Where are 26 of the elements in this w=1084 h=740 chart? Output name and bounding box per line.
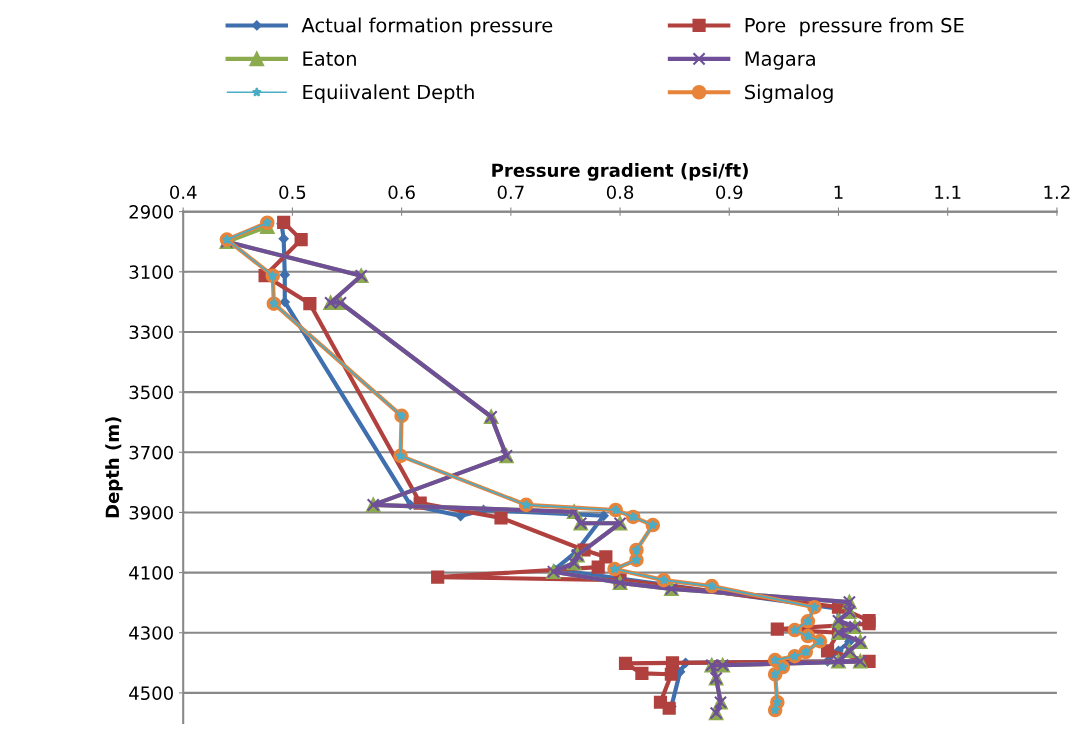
x-tick-label: 1.1: [935, 185, 961, 199]
x-tick-label: 0.5: [279, 185, 306, 200]
x-tick-label: 1.2: [1044, 185, 1070, 199]
y-tick-label: 3900: [129, 505, 173, 520]
x-tick-label: 0.7: [497, 185, 524, 200]
y-axis-title: Depth (m): [105, 417, 123, 518]
legend-label: Sigmalog: [745, 84, 833, 104]
y-tick-label: 4300: [129, 626, 173, 640]
x-tick-label: 0.9: [716, 185, 743, 200]
legend-label: Eaton: [303, 51, 356, 66]
y-tick-label: 3700: [129, 445, 173, 460]
y-tick-label: 2900: [129, 205, 173, 219]
legend-label: Actual formation pressure: [301, 17, 553, 37]
legend-label: Equiivalent Depth: [303, 84, 474, 104]
y-tick-label: 3500: [129, 385, 173, 400]
legend-label: Magara: [745, 51, 815, 70]
y-tick-label: 3300: [129, 325, 173, 340]
legend-label: Pore pressure from SE: [745, 17, 964, 37]
x-axis-title: Pressure gradient (psi/ft): [492, 163, 748, 181]
x-tick-label: 0.6: [388, 185, 415, 200]
y-tick-label: 4100: [129, 566, 173, 580]
x-tick-label: 1: [834, 185, 843, 199]
x-tick-label: 0.8: [606, 185, 634, 200]
x-tick-label: 0.4: [170, 185, 197, 200]
y-tick-label: 4500: [129, 686, 173, 701]
y-tick-label: 3100: [129, 265, 173, 279]
